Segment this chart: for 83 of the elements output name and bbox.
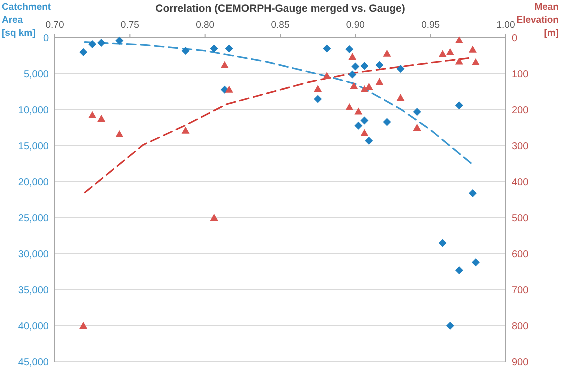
point <box>376 61 384 70</box>
point <box>88 40 97 48</box>
point <box>182 126 190 134</box>
point <box>413 124 422 131</box>
point <box>472 258 480 267</box>
point <box>352 62 360 71</box>
point <box>98 115 106 122</box>
y2-tick-label: 800 <box>512 322 530 332</box>
point <box>376 78 384 86</box>
y-tick-label: 25,000 <box>18 214 50 224</box>
point <box>346 46 354 54</box>
point <box>350 82 358 90</box>
x-tick-label: 0.80 <box>196 20 215 31</box>
point <box>446 322 454 330</box>
point <box>360 129 369 136</box>
point <box>182 46 190 55</box>
point <box>455 102 464 110</box>
point <box>383 118 392 126</box>
x-tick-label: 0.95 <box>422 20 440 31</box>
y2-tick-label: 500 <box>512 214 530 224</box>
y2-axis-title: Mean Elevation [m] <box>516 2 560 39</box>
point <box>455 266 464 275</box>
x-tick-label: 0.85 <box>271 20 290 31</box>
point <box>98 39 106 48</box>
x-tick-label: 0.75 <box>120 20 140 31</box>
point <box>80 322 88 329</box>
point <box>354 122 363 130</box>
y-tick-label: 15,000 <box>18 142 50 152</box>
point <box>346 103 354 110</box>
y2-tick-label: 400 <box>512 178 530 188</box>
point <box>396 64 405 73</box>
point <box>438 239 447 248</box>
point <box>455 36 464 44</box>
point <box>314 85 322 92</box>
y2-tick-label: 300 <box>512 142 530 152</box>
y2-tick-label: 100 <box>512 70 530 80</box>
point <box>468 190 477 198</box>
point <box>396 94 405 102</box>
x-axis-title: Correlation (CEMORPH-Gauge merged vs. Gauge) <box>156 3 406 15</box>
y-tick-label: 10,000 <box>18 106 50 116</box>
point <box>314 95 322 104</box>
line-series <box>84 42 474 166</box>
point <box>383 50 392 57</box>
point <box>220 61 229 68</box>
point <box>360 116 369 125</box>
point <box>116 130 124 138</box>
point <box>365 136 374 145</box>
point <box>360 62 369 70</box>
point <box>323 72 332 80</box>
point <box>88 111 97 118</box>
y2-tick-label: 200 <box>512 106 530 116</box>
point <box>468 46 477 53</box>
point <box>472 58 480 66</box>
y-tick-label: 45,000 <box>18 358 50 368</box>
point <box>413 108 422 116</box>
point <box>225 86 234 93</box>
y2-tick-label: 0 <box>512 34 518 44</box>
point <box>225 44 234 53</box>
x-tick-label: 0.90 <box>346 20 365 31</box>
y2-tick-label: 700 <box>512 286 530 296</box>
point <box>446 48 454 56</box>
x-tick-label: 0.70 <box>46 20 64 31</box>
y-tick-label: 5,000 <box>24 70 50 80</box>
y2-tick-label: 900 <box>512 358 530 368</box>
point <box>348 70 357 79</box>
y-tick-label: 30,000 <box>18 250 50 260</box>
x-tick-label: 1.00 <box>496 20 516 31</box>
point <box>210 44 218 53</box>
y-tick-label: 35,000 <box>18 286 50 296</box>
y-tick-label: 20,000 <box>18 178 50 188</box>
point <box>80 48 88 56</box>
point <box>438 50 447 58</box>
point <box>348 53 357 60</box>
point <box>365 82 374 90</box>
y2-tick-label: 600 <box>512 250 530 260</box>
point <box>116 36 124 45</box>
point <box>360 85 369 92</box>
point <box>323 44 332 53</box>
y-tick-label: 0 <box>43 34 50 44</box>
point <box>210 214 218 221</box>
y-tick-label: 40,000 <box>18 322 50 332</box>
point <box>354 108 363 115</box>
point <box>455 58 464 65</box>
